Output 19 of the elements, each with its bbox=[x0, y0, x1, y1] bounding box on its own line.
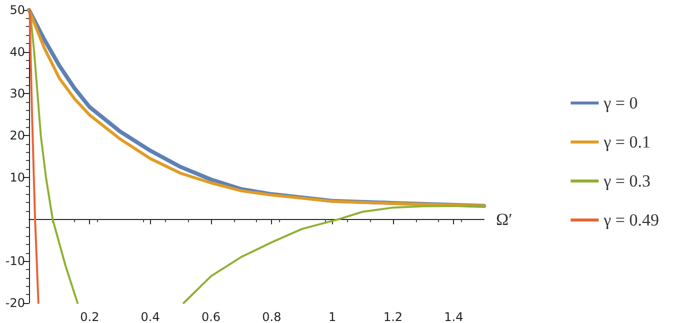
legend-label: γ = 0.3 bbox=[602, 172, 651, 190]
x-tick-label: 0.8 bbox=[262, 310, 282, 323]
x-tick-label: 1 bbox=[328, 310, 336, 323]
y-tick-label: -10 bbox=[5, 254, 25, 268]
y-tick-label: 30 bbox=[10, 86, 25, 101]
x-tick-label: 1.2 bbox=[383, 310, 403, 323]
x-tick-label: 0.6 bbox=[201, 310, 221, 323]
x-axis-title: Ω′ bbox=[496, 210, 512, 229]
x-tick-label: 0.4 bbox=[140, 310, 160, 323]
y-tick-label: 50 bbox=[10, 3, 25, 17]
legend-label: γ = 0.1 bbox=[602, 132, 651, 152]
legend-label: γ = 0.49 bbox=[602, 210, 660, 230]
y-tick-label: -20 bbox=[5, 296, 25, 310]
y-tick-label: 20 bbox=[10, 128, 25, 143]
x-tick-label: 1.4 bbox=[444, 310, 464, 323]
y-tick-label: 40 bbox=[10, 44, 25, 59]
x-tick-label: 0.2 bbox=[80, 310, 100, 323]
legend-label: γ = 0 bbox=[602, 94, 638, 112]
y-tick-label: 10 bbox=[10, 170, 25, 184]
